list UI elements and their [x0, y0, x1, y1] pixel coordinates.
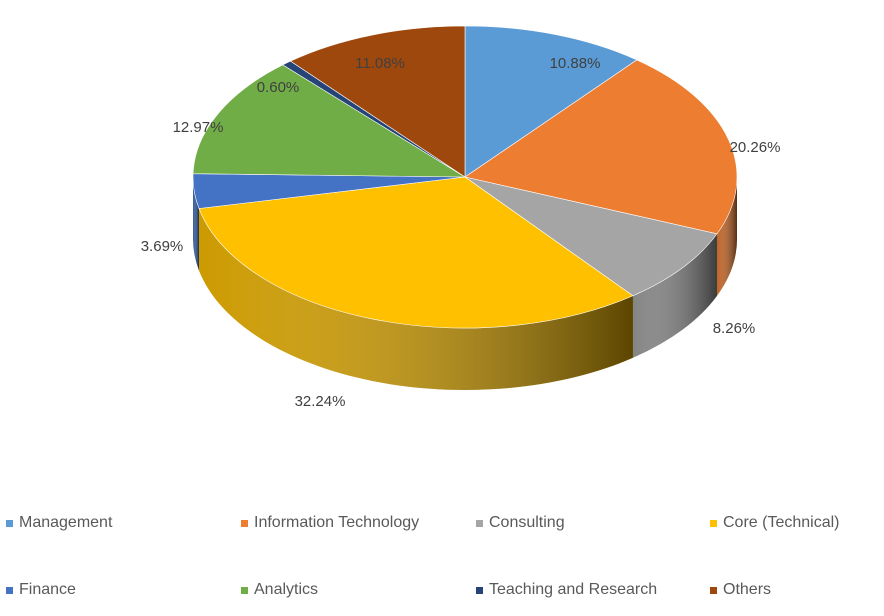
pie-slice-information-technology	[464, 59, 738, 235]
data-label-teaching-and-research: 0.60%	[257, 79, 300, 96]
legend-item-management: Management	[6, 514, 112, 532]
pie-side-shade-core-technical	[198, 208, 633, 391]
data-label-others: 11.08%	[355, 55, 405, 72]
pie-chart: 10.88% 20.26% 8.26% 32.24% 3.69% 12.97% 0.60% 1…	[141, 25, 781, 410]
legend-swatch	[6, 586, 13, 594]
legend-swatch	[710, 586, 717, 594]
data-label-analytics: 12.97%	[173, 119, 224, 136]
pie-slice-management	[464, 25, 638, 178]
legend-label: Teaching and Research	[489, 581, 658, 598]
legend-label: Finance	[19, 581, 76, 598]
legend-swatch	[241, 586, 248, 594]
legend-item-core-technical: Core (Technical)	[710, 514, 839, 532]
legend-label: Others	[723, 581, 772, 598]
legend-swatch	[6, 519, 13, 527]
legend-swatch	[241, 519, 248, 527]
data-label-information-technology: 20.26%	[730, 139, 781, 156]
pie-slice-others	[289, 25, 466, 178]
legend-item-consulting: Consulting	[476, 514, 565, 532]
legend-item-finance: Finance	[6, 581, 76, 599]
pie-side-shade-finance	[193, 177, 199, 271]
legend-item-information-technology: Information Technology	[241, 514, 419, 532]
legend-label: Analytics	[254, 581, 319, 598]
data-label-consulting: 8.26%	[713, 320, 756, 337]
data-label-core-technical: 32.24%	[295, 393, 346, 410]
data-label-management: 10.88%	[550, 55, 601, 72]
legend-label: Consulting	[489, 514, 565, 531]
pie-slice-consulting	[464, 176, 718, 297]
data-label-finance: 3.69%	[141, 238, 184, 255]
legend-label: Information Technology	[254, 514, 420, 531]
legend-swatch	[476, 519, 483, 527]
legend-swatch	[476, 586, 483, 594]
legend-label: Core (Technical)	[723, 514, 840, 531]
pie-slice-analytics	[192, 64, 467, 178]
pie-slice-core-technical	[198, 176, 634, 329]
pie-side-shade-consulting	[632, 233, 717, 358]
legend-item-analytics: Analytics	[241, 581, 318, 599]
chart-legend: Management Information Technology Consulti…	[0, 470, 884, 616]
legend-item-others: Others	[710, 581, 771, 599]
legend-label: Management	[19, 514, 113, 531]
legend-swatch	[710, 519, 717, 527]
legend-item-teaching-and-research: Teaching and Research	[476, 581, 657, 599]
